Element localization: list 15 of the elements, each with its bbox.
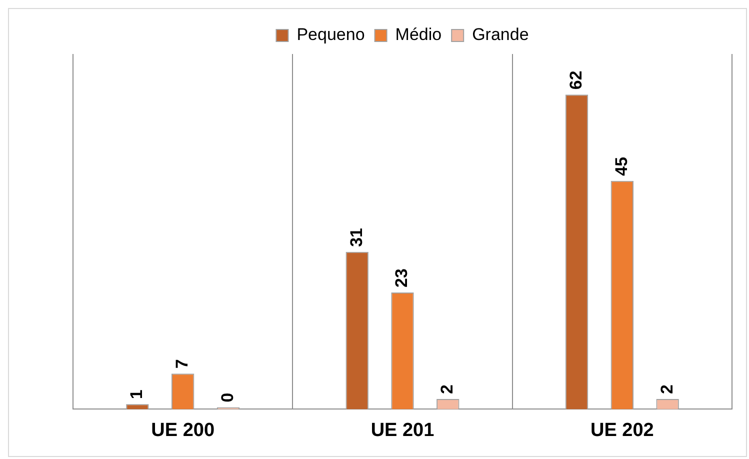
x-tick-label: UE 202: [590, 420, 654, 441]
data-label: 2: [657, 384, 676, 394]
data-label: 2: [438, 384, 457, 394]
legend-label: Pequeno: [296, 25, 365, 44]
data-label: 45: [612, 156, 631, 176]
data-label: 7: [172, 359, 192, 369]
data-label: 62: [566, 70, 586, 90]
legend-label: Médio: [395, 25, 442, 44]
data-label: 31: [346, 228, 366, 247]
data-label: 23: [392, 268, 412, 288]
x-tick-label: UE 200: [151, 420, 215, 441]
legend-label: Grande: [472, 25, 529, 44]
x-tick-label: UE 201: [370, 420, 435, 441]
data-label: 0: [218, 392, 237, 402]
data-label: 1: [127, 390, 146, 400]
